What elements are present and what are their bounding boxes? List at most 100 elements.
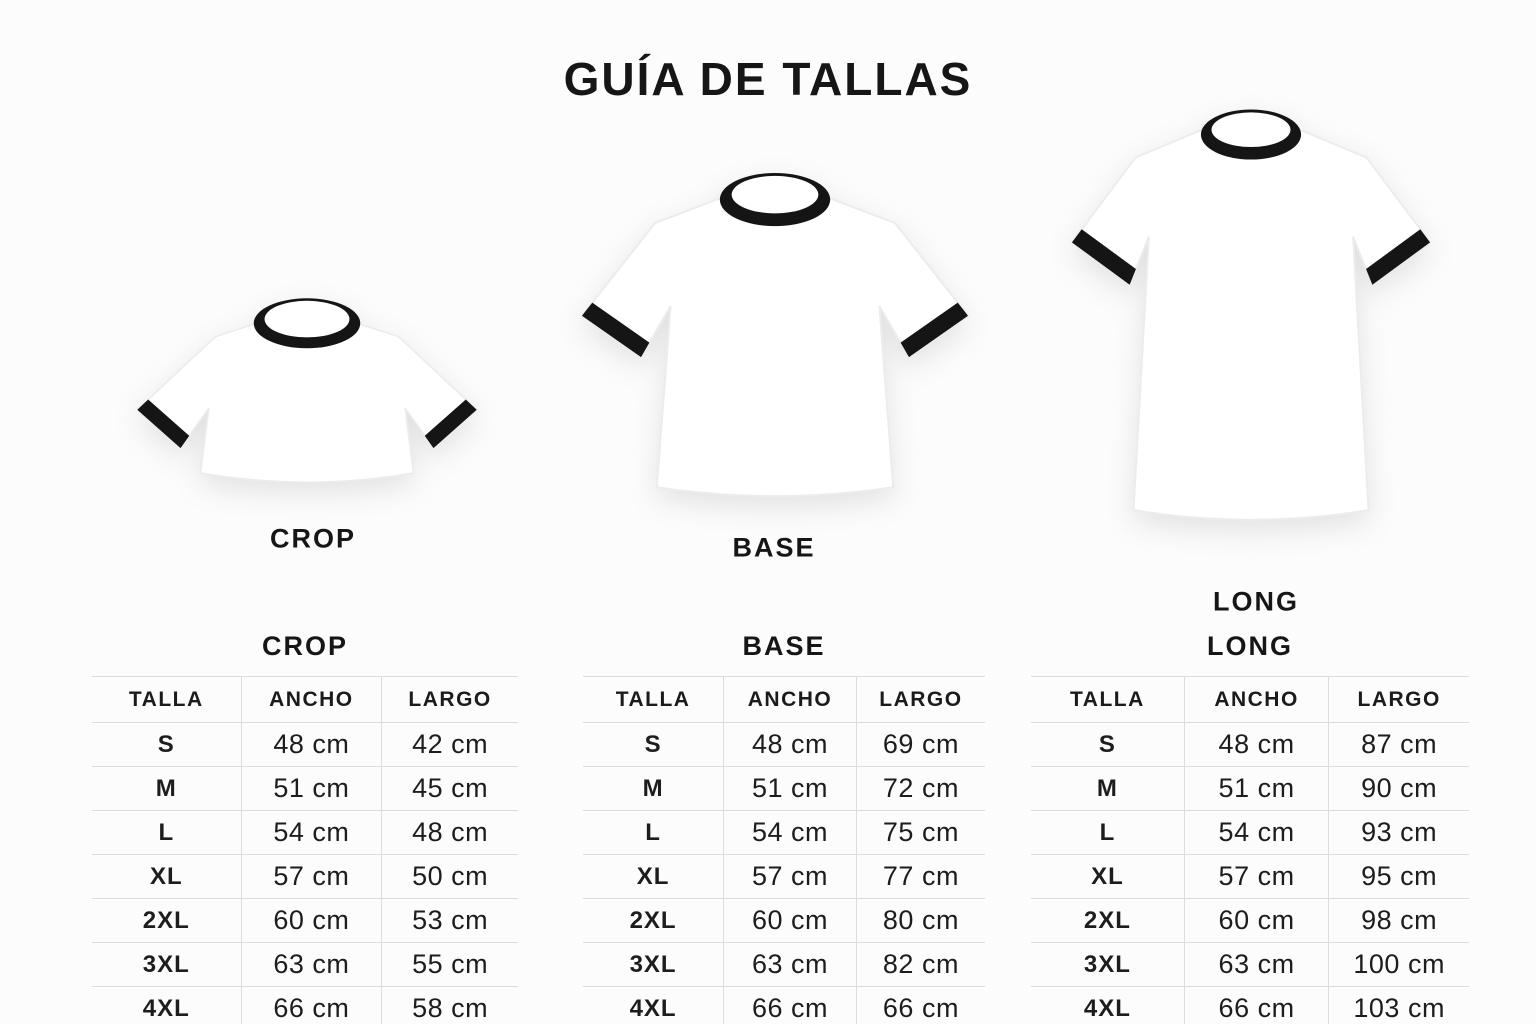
measure-cell: 48 cm xyxy=(381,810,518,855)
table-row: XL 57 cm 95 cm xyxy=(1031,854,1469,899)
long-shirt-label: LONG xyxy=(1213,586,1299,617)
measure-cell: 58 cm xyxy=(381,986,518,1024)
table-header-row: TALLA ANCHO LARGO xyxy=(1031,676,1469,723)
measure-cell: 87 cm xyxy=(1328,722,1469,767)
measure-cell: 60 cm xyxy=(1183,898,1329,943)
measure-cell: 54 cm xyxy=(723,810,857,855)
column-header-talla: TALLA xyxy=(128,687,204,711)
measure-cell: 57 cm xyxy=(723,854,857,899)
measure-cell: 98 cm xyxy=(1328,898,1469,943)
crop-table-title: CROP xyxy=(261,631,348,661)
size-cell: 2XL xyxy=(1083,906,1131,934)
measure-cell: 55 cm xyxy=(381,942,518,987)
table-row: 2XL 60 cm 53 cm xyxy=(92,898,518,943)
column-header-talla: TALLA xyxy=(615,687,691,711)
table-header-row: TALLA ANCHO LARGO xyxy=(92,676,518,723)
crop-shirt-label: CROP xyxy=(269,523,357,554)
table-row: L 54 cm 75 cm xyxy=(583,810,985,855)
measure-cell: 66 cm xyxy=(855,986,985,1024)
measure-cell: 60 cm xyxy=(723,898,857,943)
size-cell: S xyxy=(644,730,662,758)
table-row: L 54 cm 48 cm xyxy=(92,810,518,855)
measure-cell: 72 cm xyxy=(855,766,985,811)
column-header-largo: LARGO xyxy=(855,676,985,723)
column-header-talla: TALLA xyxy=(1070,687,1145,711)
measure-cell: 51 cm xyxy=(723,766,857,811)
measure-cell: 66 cm xyxy=(1183,986,1329,1024)
size-cell: XL xyxy=(149,862,183,890)
table-row: M 51 cm 90 cm xyxy=(1031,766,1469,811)
table-row: 3XL 63 cm 55 cm xyxy=(92,942,518,987)
measure-cell: 100 cm xyxy=(1328,942,1469,987)
column-header-ancho: ANCHO xyxy=(1183,676,1329,723)
crop-size-table-block: CROP TALLA ANCHO LARGO S 48 cm 42 cm M 51 cm… xyxy=(92,626,518,1024)
measure-cell: 80 cm xyxy=(855,898,985,943)
measure-cell: 103 cm xyxy=(1328,986,1469,1024)
size-cell: 4XL xyxy=(142,994,190,1022)
table-row: 2XL 60 cm 80 cm xyxy=(583,898,985,943)
measure-cell: 53 cm xyxy=(381,898,518,943)
long-size-table-block: LONG TALLA ANCHO LARGO S 48 cm 87 cm M 51 cm… xyxy=(1031,626,1469,1024)
size-cell: 3XL xyxy=(142,950,190,978)
table-row: XL 57 cm 77 cm xyxy=(583,854,985,899)
table-row: M 51 cm 45 cm xyxy=(92,766,518,811)
size-cell: L xyxy=(645,818,661,846)
measure-cell: 51 cm xyxy=(240,766,382,811)
table-row: S 48 cm 69 cm xyxy=(583,722,985,767)
measure-cell: 51 cm xyxy=(1183,766,1329,811)
measure-cell: 45 cm xyxy=(381,766,518,811)
size-cell: 4XL xyxy=(629,994,677,1022)
long-shirt-image xyxy=(1070,109,1432,521)
size-cell: S xyxy=(1098,730,1116,758)
size-cell: L xyxy=(158,818,175,846)
table-row: M 51 cm 72 cm xyxy=(583,766,985,811)
measure-cell: 48 cm xyxy=(1183,722,1329,767)
size-cell: M xyxy=(155,774,177,802)
base-size-table: TALLA ANCHO LARGO S 48 cm 69 cm M 51 cm 72 cm… xyxy=(583,676,985,1024)
measure-cell: 66 cm xyxy=(240,986,382,1024)
measure-cell: 95 cm xyxy=(1328,854,1469,899)
measure-cell: 50 cm xyxy=(381,854,518,899)
table-header-row: TALLA ANCHO LARGO xyxy=(583,676,985,723)
measure-cell: 82 cm xyxy=(855,942,985,987)
measure-cell: 77 cm xyxy=(855,854,985,899)
long-table-title: LONG xyxy=(1207,631,1293,661)
measure-cell: 54 cm xyxy=(1183,810,1329,855)
measure-cell: 54 cm xyxy=(240,810,382,855)
table-row: 3XL 63 cm 82 cm xyxy=(583,942,985,987)
size-cell: 4XL xyxy=(1083,994,1131,1022)
page-title: GUÍA DE TALLAS xyxy=(563,53,973,105)
column-header-largo: LARGO xyxy=(381,676,518,723)
column-header-largo: LARGO xyxy=(1328,676,1469,723)
table-row: S 48 cm 87 cm xyxy=(1031,722,1469,767)
size-cell: 3XL xyxy=(1083,950,1131,978)
base-table-title: BASE xyxy=(742,631,826,661)
measure-cell: 48 cm xyxy=(723,722,857,767)
size-cell: S xyxy=(157,730,175,758)
measure-cell: 63 cm xyxy=(240,942,382,987)
base-shirt-label: BASE xyxy=(732,532,816,563)
table-row: L 54 cm 93 cm xyxy=(1031,810,1469,855)
table-row: 4XL 66 cm 66 cm xyxy=(583,986,985,1024)
size-cell: M xyxy=(642,774,664,802)
crop-shirt-image xyxy=(136,298,478,483)
measure-cell: 60 cm xyxy=(240,898,382,943)
size-cell: 2XL xyxy=(142,906,190,934)
measure-cell: 63 cm xyxy=(723,942,857,987)
measure-cell: 48 cm xyxy=(240,722,382,767)
base-size-table-block: BASE TALLA ANCHO LARGO S 48 cm 69 cm M 51 cm… xyxy=(583,626,985,1024)
measure-cell: 57 cm xyxy=(240,854,382,899)
table-row: 4XL 66 cm 103 cm xyxy=(1031,986,1469,1024)
measure-cell: 75 cm xyxy=(855,810,985,855)
measure-cell: 93 cm xyxy=(1328,810,1469,855)
measure-cell: 90 cm xyxy=(1328,766,1469,811)
size-cell: M xyxy=(1096,774,1118,802)
measure-cell: 57 cm xyxy=(1183,854,1329,899)
size-cell: XL xyxy=(636,862,670,890)
long-sleeve-cuffs xyxy=(1071,229,1431,298)
table-row: 4XL 66 cm 58 cm xyxy=(92,986,518,1024)
size-cell: XL xyxy=(1091,862,1124,890)
column-header-ancho: ANCHO xyxy=(240,676,382,723)
table-row: XL 57 cm 50 cm xyxy=(92,854,518,899)
